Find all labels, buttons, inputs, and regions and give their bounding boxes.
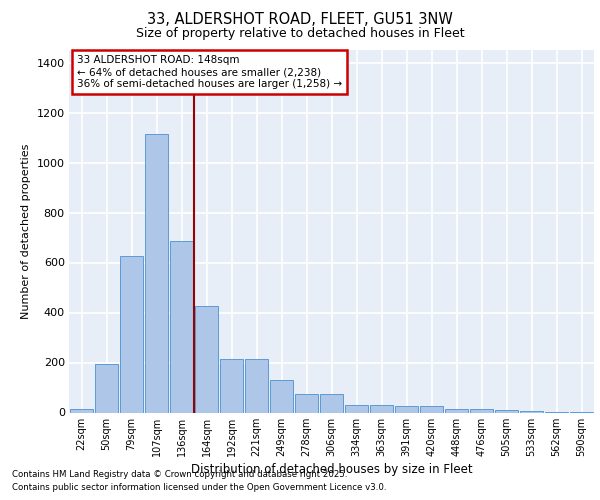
Bar	[445, 409, 469, 412]
Bar	[245, 359, 268, 412]
Bar	[194, 306, 218, 412]
Text: Size of property relative to detached houses in Fleet: Size of property relative to detached ho…	[136, 28, 464, 40]
Bar	[470, 409, 493, 412]
Bar	[320, 394, 343, 412]
X-axis label: Distribution of detached houses by size in Fleet: Distribution of detached houses by size …	[191, 463, 472, 476]
Bar	[269, 380, 293, 412]
Y-axis label: Number of detached properties: Number of detached properties	[21, 144, 31, 319]
Bar	[220, 359, 244, 412]
Bar	[170, 242, 193, 412]
Bar	[419, 406, 443, 412]
Text: Contains public sector information licensed under the Open Government Licence v3: Contains public sector information licen…	[12, 484, 386, 492]
Bar	[344, 405, 368, 412]
Text: 33 ALDERSHOT ROAD: 148sqm
← 64% of detached houses are smaller (2,238)
36% of se: 33 ALDERSHOT ROAD: 148sqm ← 64% of detac…	[77, 56, 342, 88]
Bar	[95, 364, 118, 412]
Text: Contains HM Land Registry data © Crown copyright and database right 2025.: Contains HM Land Registry data © Crown c…	[12, 470, 347, 479]
Bar	[370, 405, 394, 412]
Bar	[295, 394, 319, 412]
Text: 33, ALDERSHOT ROAD, FLEET, GU51 3NW: 33, ALDERSHOT ROAD, FLEET, GU51 3NW	[147, 12, 453, 28]
Bar	[395, 406, 418, 412]
Bar	[494, 410, 518, 412]
Bar	[145, 134, 169, 412]
Bar	[119, 256, 143, 412]
Bar	[70, 409, 94, 412]
Bar	[520, 411, 544, 412]
